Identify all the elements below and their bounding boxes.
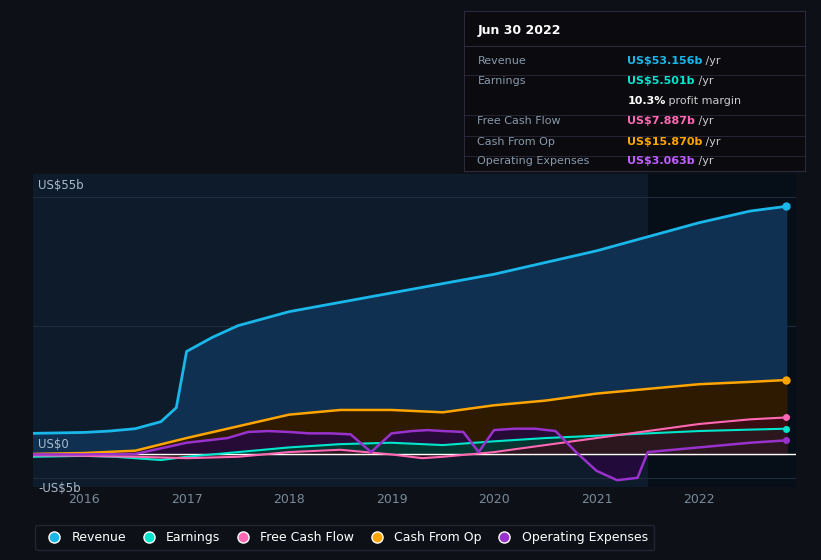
Text: Operating Expenses: Operating Expenses <box>478 156 589 166</box>
Text: US$7.887b: US$7.887b <box>627 116 695 127</box>
Text: -US$5b: -US$5b <box>38 482 80 494</box>
Text: Revenue: Revenue <box>478 55 526 66</box>
Text: /yr: /yr <box>695 76 713 86</box>
Legend: Revenue, Earnings, Free Cash Flow, Cash From Op, Operating Expenses: Revenue, Earnings, Free Cash Flow, Cash … <box>35 525 654 550</box>
Text: US$3.063b: US$3.063b <box>627 156 695 166</box>
Text: profit margin: profit margin <box>665 96 741 106</box>
Text: /yr: /yr <box>702 137 721 147</box>
Text: Free Cash Flow: Free Cash Flow <box>478 116 561 127</box>
Text: Earnings: Earnings <box>478 76 526 86</box>
Text: Jun 30 2022: Jun 30 2022 <box>478 24 561 37</box>
Text: 10.3%: 10.3% <box>627 96 666 106</box>
Text: US$53.156b: US$53.156b <box>627 55 703 66</box>
Text: US$0: US$0 <box>38 438 69 451</box>
Bar <box>648 174 796 487</box>
Text: /yr: /yr <box>695 116 713 127</box>
Text: US$55b: US$55b <box>38 179 84 192</box>
Text: Cash From Op: Cash From Op <box>478 137 555 147</box>
Text: /yr: /yr <box>702 55 721 66</box>
Text: US$5.501b: US$5.501b <box>627 76 695 86</box>
Text: /yr: /yr <box>695 156 713 166</box>
Text: US$15.870b: US$15.870b <box>627 137 703 147</box>
